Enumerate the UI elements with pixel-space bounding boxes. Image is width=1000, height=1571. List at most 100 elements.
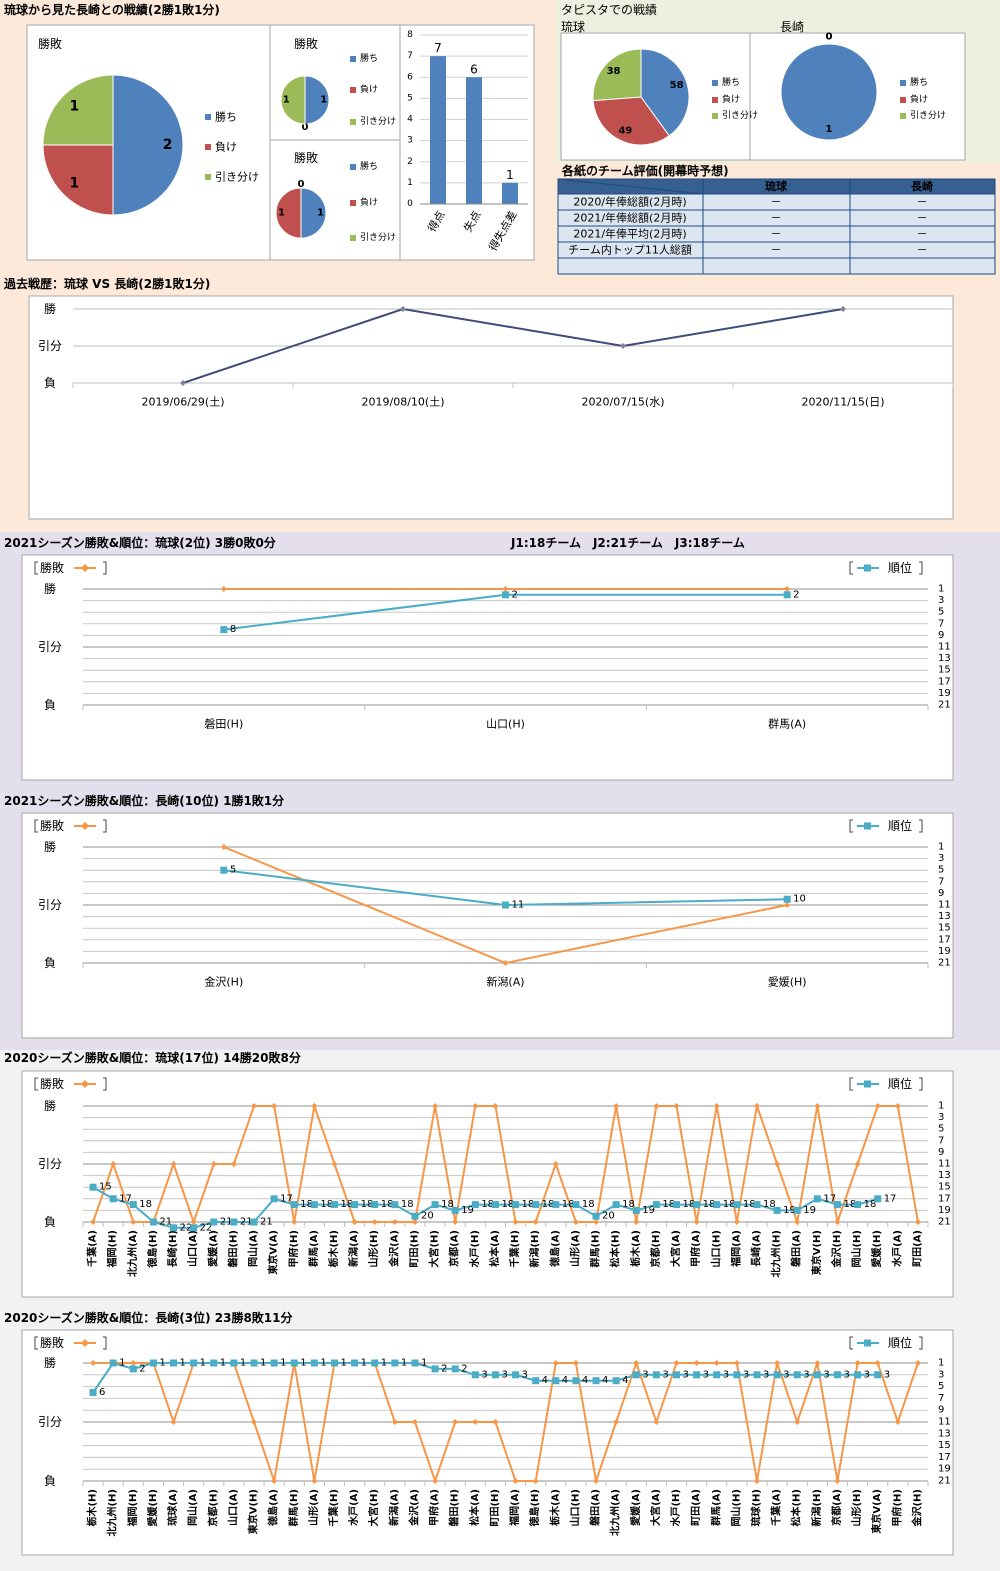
x-tick-label: 福岡(A) xyxy=(729,1230,742,1268)
point-marker xyxy=(794,1419,801,1425)
y-tick-label: 引分 xyxy=(38,1157,62,1171)
data-label: 3 xyxy=(843,1369,849,1380)
y-tick-label: 勝 xyxy=(44,301,56,316)
x-tick-label: 磐田(A) xyxy=(790,1230,803,1267)
data-label: 18 xyxy=(703,1199,716,1210)
point-marker xyxy=(620,343,626,349)
point-marker xyxy=(170,1224,178,1232)
x-tick-label: 町田(H) xyxy=(408,1230,420,1268)
bar xyxy=(466,77,482,204)
y2-tick-label: 13 xyxy=(938,653,951,664)
y2-tick-label: 13 xyxy=(938,1170,951,1181)
legend-swatch xyxy=(712,97,718,103)
data-label: 3 xyxy=(662,1369,668,1380)
x-tick-label: 松本(A) xyxy=(488,1230,501,1267)
x-tick-label: 東京V(H) xyxy=(810,1230,823,1275)
data-label: 1 xyxy=(260,1358,266,1369)
point-marker xyxy=(833,1201,841,1209)
x-tick-label: 山形(A) xyxy=(307,1489,320,1526)
data-label: 2 xyxy=(441,1363,447,1374)
x-tick-label: 町田(A) xyxy=(911,1230,923,1267)
point-marker xyxy=(572,1360,579,1366)
point-marker xyxy=(733,1360,740,1366)
data-label: 21 xyxy=(240,1217,253,1228)
x-tick-label: 福岡(H) xyxy=(106,1230,119,1269)
pie-slice xyxy=(592,48,642,102)
point-marker xyxy=(552,1201,560,1209)
point-marker xyxy=(854,1371,862,1379)
legend-label: 引き分け xyxy=(360,232,396,243)
data-label: 1 xyxy=(421,1358,427,1369)
point-marker xyxy=(874,1371,882,1379)
point-marker xyxy=(331,1161,338,1167)
chart-title: 勝敗 xyxy=(294,150,318,165)
point-marker xyxy=(230,1218,238,1226)
x-tick-label: 長崎(H) xyxy=(166,1230,179,1268)
point-marker xyxy=(391,1359,399,1367)
point-marker xyxy=(220,866,228,874)
x-tick-label: 栃木(H) xyxy=(86,1489,99,1527)
y2-tick-label: 5 xyxy=(938,1124,944,1135)
y2-tick-label: 1 xyxy=(938,584,944,595)
point-marker xyxy=(673,1360,680,1366)
table-cell: － xyxy=(917,228,928,241)
x-tick-label: 千葉(H) xyxy=(508,1230,521,1268)
point-marker xyxy=(391,1419,398,1425)
data-label: 19 xyxy=(803,1205,816,1216)
data-label: 5 xyxy=(230,865,236,876)
y2-tick-label: 5 xyxy=(938,865,944,876)
legend-label: 勝ち xyxy=(360,52,378,64)
x-tick-label: 甲府(A) xyxy=(689,1230,702,1267)
x-tick-label: 岡山(A) xyxy=(186,1489,199,1526)
point-marker xyxy=(170,1419,177,1425)
point-marker xyxy=(783,895,791,903)
y2-tick-label: 13 xyxy=(938,911,951,922)
data-label: 18 xyxy=(340,1199,353,1210)
point-marker xyxy=(210,1359,218,1367)
data-label: 18 xyxy=(501,1199,514,1210)
point-marker xyxy=(190,1219,197,1225)
data-label: 1 xyxy=(200,1358,206,1369)
legend-bracket xyxy=(849,1077,923,1091)
point-marker xyxy=(492,1419,499,1425)
y-tick-label: 負 xyxy=(44,1474,56,1488)
y2-tick-label: 1 xyxy=(938,1101,944,1112)
data-label: 3 xyxy=(763,1369,769,1380)
point-marker xyxy=(733,1219,740,1225)
point-marker xyxy=(170,1359,178,1367)
legend-swatch xyxy=(350,56,356,62)
point-marker xyxy=(491,1371,499,1379)
x-tick-label: 愛媛(H) xyxy=(870,1230,883,1268)
x-tick-label: 甲府(A) xyxy=(428,1489,441,1526)
y2-tick-label: 3 xyxy=(938,1369,944,1380)
legend-label: 負け xyxy=(215,141,237,154)
point-marker xyxy=(271,1478,278,1484)
x-tick-label: 岡山(H) xyxy=(850,1230,863,1268)
point-marker xyxy=(492,1103,499,1109)
x-tick-label: 北九州(H) xyxy=(770,1230,783,1278)
x-tick-label: 京都(A) xyxy=(830,1489,843,1526)
data-label: 1 xyxy=(300,1358,306,1369)
y2-tick-label: 15 xyxy=(938,1440,951,1451)
point-marker xyxy=(753,1103,760,1109)
y-tick-label: 0 xyxy=(407,199,413,209)
legend-label: 勝ち xyxy=(215,110,237,124)
x-tick-label: 新潟(A) xyxy=(347,1230,360,1267)
legend-bracket xyxy=(849,1336,923,1350)
x-tick-label: 2019/06/29(土) xyxy=(142,396,225,409)
data-label: 19 xyxy=(783,1205,796,1216)
point-marker xyxy=(532,1201,540,1209)
x-tick-label: 北九州(A) xyxy=(609,1489,622,1536)
legend-swatch xyxy=(900,97,906,103)
point-marker xyxy=(400,306,406,312)
point-marker xyxy=(411,1419,418,1425)
pie-slice xyxy=(275,187,302,239)
y2-tick-label: 9 xyxy=(938,1147,944,1158)
x-tick-label: 徳島(A) xyxy=(267,1489,280,1527)
point-marker xyxy=(773,1371,781,1379)
legend-swatch xyxy=(350,119,356,125)
data-label: 18 xyxy=(723,1199,736,1210)
section-heading: 琉球から見た長崎との戦績(2勝1敗1分) xyxy=(4,2,220,17)
y2-tick-label: 11 xyxy=(938,900,951,911)
